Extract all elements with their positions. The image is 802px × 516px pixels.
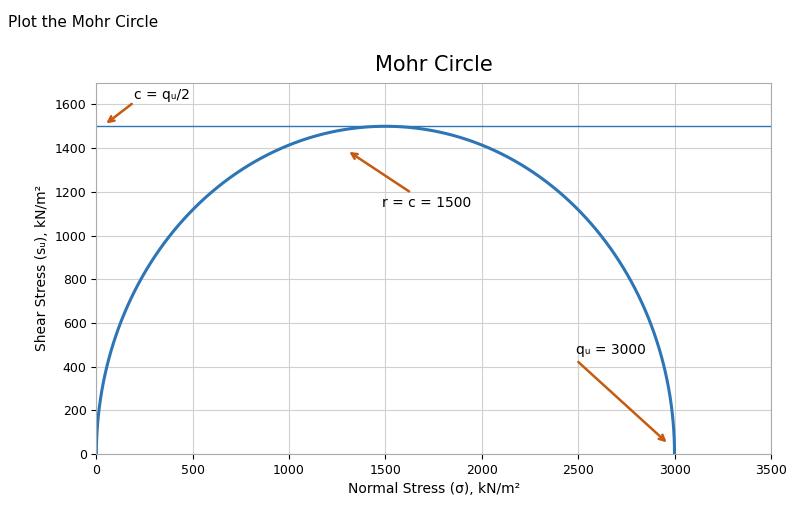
X-axis label: Normal Stress (σ), kN/m²: Normal Stress (σ), kN/m²: [347, 482, 519, 496]
Text: c = qᵤ/2: c = qᵤ/2: [134, 88, 189, 102]
Text: r = c = 1500: r = c = 1500: [351, 153, 470, 210]
Text: qᵤ = 3000: qᵤ = 3000: [576, 343, 646, 357]
Text: Plot the Mohr Circle: Plot the Mohr Circle: [8, 15, 158, 30]
Title: Mohr Circle: Mohr Circle: [375, 55, 492, 75]
Y-axis label: Shear Stress (sᵤ), kN/m²: Shear Stress (sᵤ), kN/m²: [35, 185, 49, 351]
